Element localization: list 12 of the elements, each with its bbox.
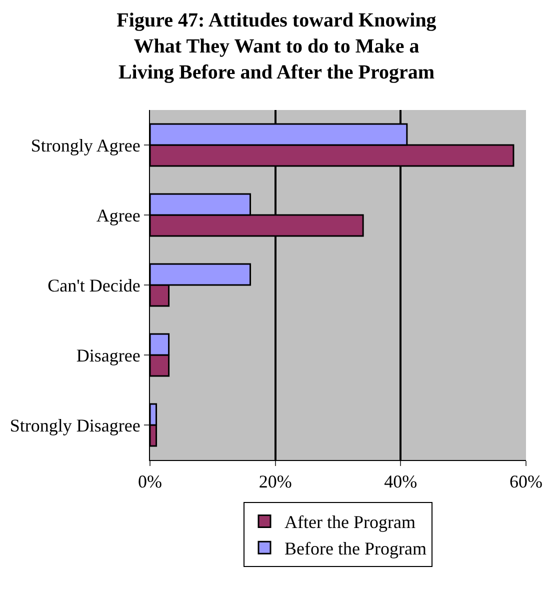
- y-tick-label: Agree: [96, 205, 140, 226]
- y-tick-label: Disagree: [76, 345, 140, 366]
- legend-label: After the Program: [284, 512, 416, 532]
- x-tick-label: 60%: [510, 472, 542, 492]
- legend-label: Before the Program: [284, 538, 426, 559]
- x-tick-label: 20%: [258, 472, 292, 492]
- x-tick-label: 40%: [384, 472, 418, 492]
- y-tick-label: Strongly Agree: [30, 135, 140, 156]
- chart-title: Figure 47: Attitudes toward Knowing What They Want to do to Make a Living Before and After the Program: [116, 10, 436, 84]
- y-tick-label: Strongly Disagree: [10, 415, 140, 436]
- y-tick-label: Can't Decide: [48, 275, 140, 296]
- x-tick-label: 0%: [138, 472, 162, 492]
